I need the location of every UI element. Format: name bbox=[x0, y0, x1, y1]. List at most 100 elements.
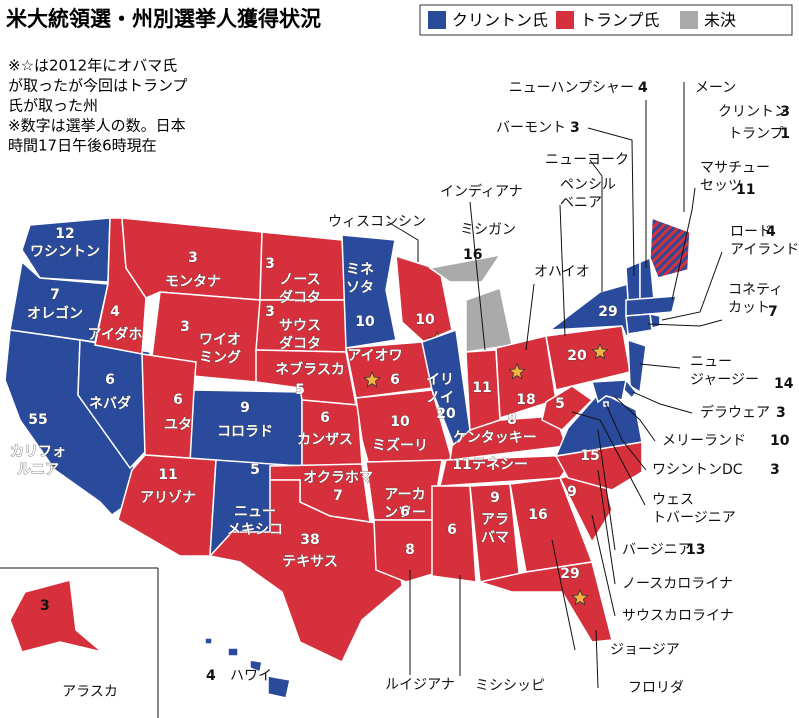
name-line: マサチュー bbox=[700, 160, 770, 176]
state-name: インディアナ bbox=[440, 183, 523, 200]
state bbox=[208, 479, 403, 663]
labels: ワシントン12オレゴン7カリフォルニア55ネバダ6アイダホ4モンタナ3ワイオミン… bbox=[10, 80, 799, 700]
electoral-votes: 4 bbox=[110, 304, 120, 320]
electoral-votes: 29 bbox=[598, 304, 617, 320]
electoral-votes: 4 bbox=[206, 668, 216, 684]
state-name: アラスカ bbox=[62, 684, 118, 700]
name-line: アラ bbox=[481, 512, 509, 528]
name-line: ミング bbox=[199, 349, 241, 366]
state bbox=[431, 485, 477, 583]
name-line: トバージニア bbox=[652, 510, 736, 526]
state-name: ミシシッピ bbox=[475, 678, 545, 694]
electoral-votes: 3 bbox=[265, 304, 275, 320]
state-name: モンタナ bbox=[165, 274, 221, 290]
state-name: フロリダ bbox=[628, 680, 684, 696]
note: ※☆は2012年にオバマ氏 bbox=[8, 57, 177, 75]
electoral-votes: 20 bbox=[567, 348, 587, 364]
name-line: ミネ bbox=[346, 262, 374, 278]
state-name: イリノイ bbox=[426, 372, 454, 406]
state-name: ウェストバージニア bbox=[652, 492, 736, 526]
state-name: ワイオミング bbox=[199, 332, 241, 366]
state bbox=[9, 579, 103, 653]
title: 米大統領選・州別選挙人獲得状況 bbox=[6, 7, 321, 31]
flip-star bbox=[571, 588, 589, 606]
state bbox=[627, 338, 647, 394]
name-line: アイランド bbox=[730, 242, 799, 258]
name-line: カット bbox=[728, 300, 770, 316]
state-name: ノースダコタ bbox=[279, 272, 321, 306]
split-name: クリントン bbox=[718, 104, 788, 120]
electoral-votes: 3 bbox=[570, 120, 580, 136]
name-line: カリフォ bbox=[10, 444, 66, 460]
state-name: ネバダ bbox=[89, 395, 131, 412]
leader-line bbox=[571, 411, 646, 506]
name-line: ノイ bbox=[426, 390, 454, 406]
electoral-votes: 29 bbox=[560, 566, 579, 582]
electoral-votes: 6 bbox=[320, 410, 330, 426]
leader-line bbox=[559, 204, 566, 337]
split-name: トランプ bbox=[728, 126, 784, 142]
legend-label: クリントン氏 bbox=[452, 11, 548, 30]
electoral-votes: 5 bbox=[555, 396, 565, 412]
electoral-votes: 11 bbox=[158, 467, 177, 483]
leader-line bbox=[587, 127, 635, 277]
state-name: ノースカロライナ bbox=[622, 576, 733, 592]
electoral-votes: 5 bbox=[295, 382, 305, 398]
state-name: オレゴン bbox=[27, 305, 83, 322]
state-name: ペンシルベニア bbox=[560, 177, 616, 211]
flip-star bbox=[508, 362, 526, 380]
state-name: サウスダコタ bbox=[279, 318, 321, 352]
state bbox=[204, 637, 291, 699]
electoral-votes: 6 bbox=[105, 372, 115, 388]
split-votes: 3 bbox=[780, 104, 790, 120]
state bbox=[591, 379, 627, 404]
electoral-votes: 12 bbox=[55, 226, 74, 242]
name-line: ノース bbox=[279, 272, 320, 288]
state-name: メリーランド bbox=[662, 433, 746, 449]
name-line: ソタ bbox=[346, 280, 374, 296]
electoral-votes: 10 bbox=[355, 314, 375, 330]
electoral-votes: 5 bbox=[250, 462, 260, 478]
name-line: メキシコ bbox=[227, 522, 283, 538]
state-name: テキサス bbox=[282, 554, 338, 570]
name-line: ジャージー bbox=[690, 372, 759, 388]
electoral-votes: 9 bbox=[567, 484, 577, 500]
electoral-votes: 3 bbox=[188, 250, 198, 266]
name-line: サウス bbox=[279, 318, 321, 334]
state bbox=[341, 234, 397, 349]
name-line: ダコタ bbox=[279, 335, 321, 352]
state-name: コネティカット bbox=[728, 282, 783, 316]
electoral-votes: 3 bbox=[770, 462, 780, 478]
name-line: ニュー bbox=[690, 354, 732, 370]
electoral-votes: 13 bbox=[686, 542, 705, 558]
electoral-votes: 9 bbox=[240, 400, 250, 416]
state-name: ニューヨーク bbox=[545, 152, 629, 168]
electoral-votes: 11 bbox=[736, 182, 755, 198]
state-name: アイダホ bbox=[88, 326, 143, 343]
electoral-votes: 10 bbox=[770, 433, 790, 449]
split-votes: 1 bbox=[780, 126, 790, 142]
state-name: ジョージア bbox=[610, 642, 680, 658]
state-name: ルイジアナ bbox=[385, 677, 455, 693]
electoral-votes: 55 bbox=[28, 412, 47, 428]
name-line: ロード bbox=[730, 224, 772, 240]
name-line: イリ bbox=[426, 372, 454, 388]
electoral-votes: 6 bbox=[390, 372, 400, 388]
legend-swatch bbox=[428, 11, 446, 29]
state bbox=[554, 391, 643, 457]
state bbox=[625, 295, 677, 317]
name-line: ペンシル bbox=[560, 177, 616, 193]
state-name: ミネソタ bbox=[346, 262, 374, 296]
state-name: ワシントンDC bbox=[652, 462, 743, 478]
legend-label: トランプ氏 bbox=[580, 11, 660, 30]
state-name: ニュージャージー bbox=[690, 354, 759, 388]
note: が取ったが今回はトランプ bbox=[8, 77, 188, 95]
state-name: アイオワ bbox=[347, 348, 402, 364]
note: 氏が取った州 bbox=[8, 97, 98, 115]
electoral-votes: 7 bbox=[333, 488, 343, 504]
electoral-votes: 6 bbox=[447, 522, 457, 538]
state-name: アーカンソー bbox=[384, 487, 426, 521]
leader-line bbox=[525, 283, 535, 351]
electoral-votes: 10 bbox=[390, 414, 410, 430]
